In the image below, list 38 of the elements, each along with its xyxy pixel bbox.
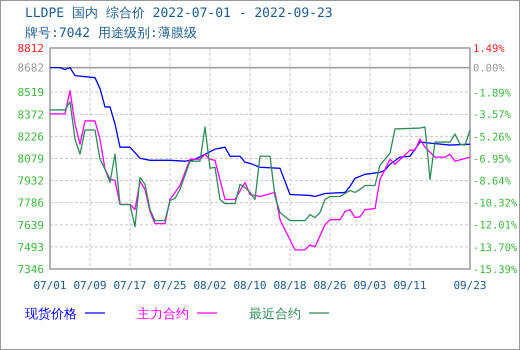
x-tick-label: 09/03 xyxy=(353,279,387,292)
y2-tick-label: 1.49% xyxy=(473,43,506,55)
chart-title: LLDPE 国内 综合价 2022-07-01 - 2022-09-23 xyxy=(25,6,333,21)
y-tick-label: 7932 xyxy=(18,174,44,188)
y-tick-label: 7346 xyxy=(18,263,44,276)
y2-tick-label: -13.70% xyxy=(473,242,518,254)
x-tick-label: 07/17 xyxy=(113,279,147,292)
legend-label: 最近合约 xyxy=(249,307,301,322)
y-tick-label: 7493 xyxy=(18,240,44,254)
y2-tick-label: -5.26% xyxy=(473,131,512,144)
y-tick-label: 8812 xyxy=(18,42,44,55)
y-tick-label: 7639 xyxy=(18,218,44,232)
chart-subtitle: 牌号:7042 用途级别:薄膜级 xyxy=(25,26,197,41)
y2-tick-label: -6.95% xyxy=(473,154,512,166)
y2-tick-label: -12.01% xyxy=(473,220,518,232)
y-tick-label: 8226 xyxy=(18,130,44,144)
y-tick-label: 8682 xyxy=(18,62,44,75)
x-tick-label: 09/23 xyxy=(453,279,487,292)
y2-tick-label: 0.00% xyxy=(473,62,506,75)
y-tick-label: 8372 xyxy=(18,108,44,122)
x-tick-label: 08/18 xyxy=(273,279,307,292)
y-tick-label: 7786 xyxy=(18,196,44,210)
y2-tick-label: -1.89% xyxy=(473,87,512,100)
x-tick-label: 07/25 xyxy=(153,279,187,292)
y2-tick-label: -8.64% xyxy=(473,176,512,188)
x-tick-label: 08/02 xyxy=(193,279,227,292)
y2-tick-label: -15.39% xyxy=(473,264,518,276)
x-tick-label: 08/10 xyxy=(233,279,267,292)
legend-label: 现货价格 xyxy=(25,307,77,322)
y2-tick-label: -10.32% xyxy=(473,198,518,210)
x-tick-label: 07/01 xyxy=(33,279,67,292)
x-tick-label: 08/26 xyxy=(313,279,347,292)
legend-label: 主力合约 xyxy=(137,306,189,322)
y-tick-label: 8519 xyxy=(18,86,44,100)
x-tick-label: 09/11 xyxy=(393,279,427,292)
x-tick-label: 07/09 xyxy=(73,279,107,292)
y-tick-label: 8079 xyxy=(18,152,44,166)
y2-tick-label: -3.57% xyxy=(473,109,512,122)
